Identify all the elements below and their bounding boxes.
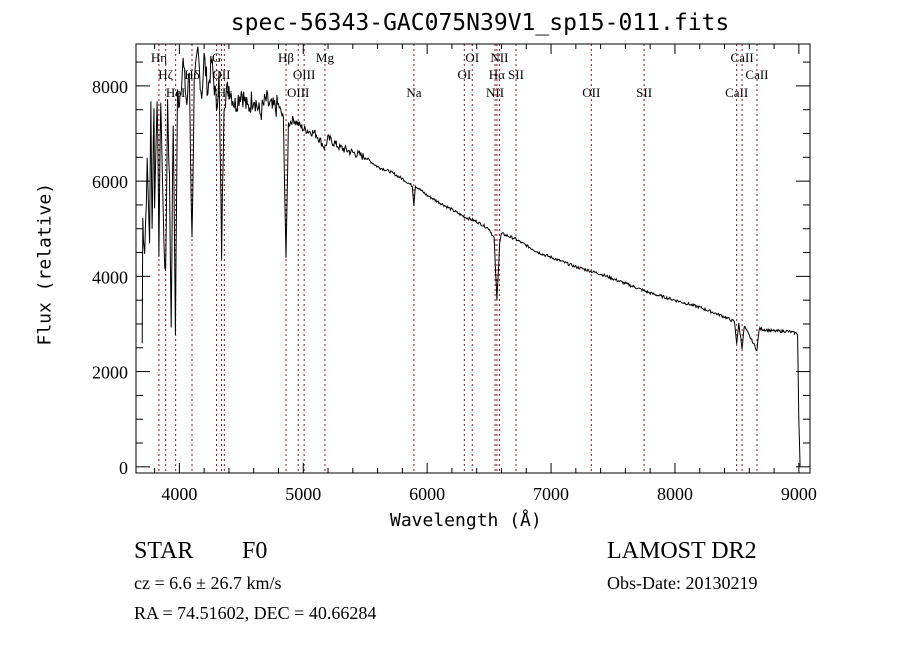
spectral-line-label: Hβ xyxy=(278,50,294,65)
spectral-line-label: G xyxy=(212,50,221,65)
spectral-line-label: OI xyxy=(465,50,479,65)
x-axis-label: Wavelength (Å) xyxy=(390,510,542,531)
spectral-line-label: OIII xyxy=(293,67,315,82)
x-tick-label: 6000 xyxy=(409,484,445,504)
redshift-cz: cz = 6.6 ± 26.7 km/s xyxy=(134,573,282,593)
spectral-line-label: CaII xyxy=(731,50,754,65)
object-class: STAR xyxy=(134,538,194,564)
spectral-line-label: HeI xyxy=(166,85,186,100)
spectral-line-label: OII xyxy=(212,67,230,82)
y-tick-label: 2000 xyxy=(92,363,128,383)
spectral-line-label: Hδ xyxy=(184,67,200,82)
spectral-line-label: CaII xyxy=(725,85,748,100)
x-tick-label: 7000 xyxy=(533,484,569,504)
x-tick-label: 5000 xyxy=(285,484,321,504)
spectral-line-label: Na xyxy=(406,85,421,100)
spectral-line-label: SII xyxy=(636,85,652,100)
spectral-line-label: Hζ xyxy=(158,67,173,82)
spectral-line-label: SII xyxy=(508,67,524,82)
chart-title: spec-56343-GAC075N39V1_sp15-011.fits xyxy=(230,10,730,36)
x-tick-label: 8000 xyxy=(657,484,693,504)
spectrum-line xyxy=(141,46,801,467)
spectral-line-label: OI xyxy=(457,67,471,82)
obs-date: Obs-Date: 20130219 xyxy=(607,573,758,593)
survey-label: LAMOST DR2 xyxy=(607,538,757,564)
plot-frame xyxy=(135,43,811,474)
y-tick-label: 8000 xyxy=(92,77,128,97)
y-tick-label: 6000 xyxy=(92,172,128,192)
y-axis-label: Flux (relative) xyxy=(34,182,56,346)
spectral-line-label: NII xyxy=(486,85,504,100)
spectral-line-label: OII xyxy=(582,85,600,100)
spectral-line-label: Hα xyxy=(489,67,505,82)
spectral-line-label: NII xyxy=(490,50,508,65)
spectral-line-label: Hη xyxy=(151,50,167,65)
spectral-line-label: CaII xyxy=(745,67,768,82)
y-tick-label: 0 xyxy=(119,458,128,478)
spectral-line-label: OIII xyxy=(287,85,309,100)
y-tick-label: 4000 xyxy=(92,267,128,287)
subclass: F0 xyxy=(242,538,268,564)
x-tick-label: 9000 xyxy=(781,484,817,504)
x-tick-label: 4000 xyxy=(161,484,197,504)
coordinates: RA = 74.51602, DEC = 40.66284 xyxy=(134,603,377,623)
spectral-line-label: Mg xyxy=(316,50,335,65)
